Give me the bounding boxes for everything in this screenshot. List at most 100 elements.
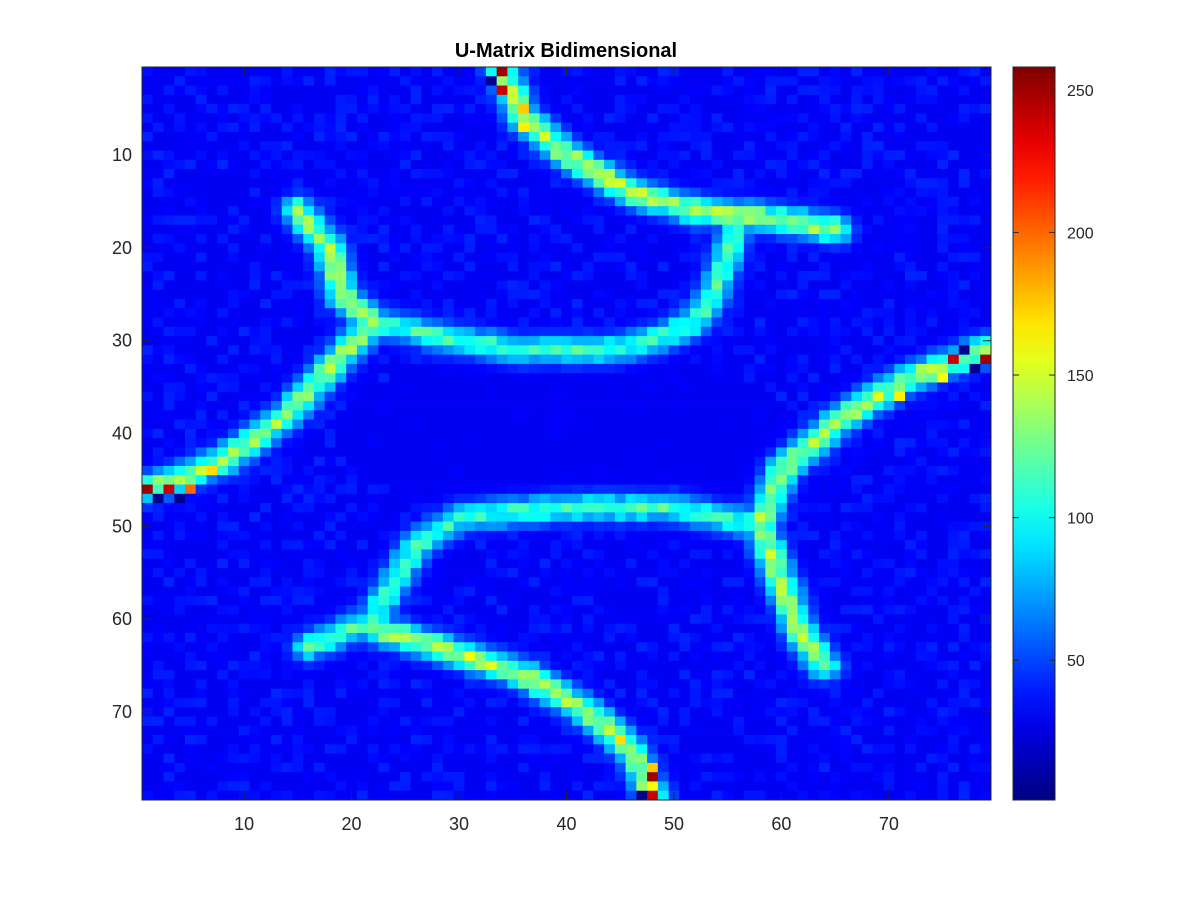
- heatmap-cell: [819, 410, 831, 420]
- heatmap-cell: [270, 243, 283, 253]
- heatmap-cell: [915, 104, 927, 114]
- heatmap-cell: [851, 113, 863, 124]
- heatmap-cell: [711, 614, 723, 625]
- heatmap-cell: [690, 169, 702, 179]
- heatmap-cell: [453, 363, 465, 374]
- heatmap-cell: [528, 187, 541, 198]
- heatmap-cell: [292, 632, 304, 643]
- heatmap-cell: [582, 280, 594, 291]
- heatmap-cell: [270, 456, 283, 467]
- heatmap-cell: [281, 169, 293, 179]
- heatmap-cell: [561, 354, 573, 365]
- heatmap-cell: [840, 261, 852, 272]
- heatmap-cell: [432, 614, 444, 625]
- heatmap-cell: [593, 558, 605, 569]
- heatmap-cell: [797, 243, 809, 253]
- heatmap-cell: [840, 568, 852, 578]
- heatmap-cell: [550, 595, 562, 606]
- heatmap-cell: [862, 261, 874, 272]
- heatmap-cell: [657, 122, 669, 133]
- heatmap-cell: [313, 298, 326, 309]
- heatmap-cell: [378, 614, 390, 625]
- heatmap-cell: [614, 131, 627, 142]
- heatmap-cell: [636, 475, 648, 485]
- heatmap-cell: [270, 632, 283, 643]
- heatmap-cell: [550, 298, 562, 309]
- heatmap-cell: [227, 614, 240, 625]
- heatmap-cell: [539, 447, 551, 458]
- heatmap-cell: [550, 410, 562, 420]
- heatmap-cell: [614, 540, 627, 550]
- heatmap-cell: [550, 623, 562, 634]
- heatmap-cell: [421, 540, 433, 550]
- heatmap-cell: [475, 354, 487, 365]
- heatmap-cell: [163, 113, 175, 124]
- heatmap-cell: [367, 345, 379, 356]
- heatmap-cell: [582, 521, 594, 532]
- heatmap-cell: [528, 85, 541, 96]
- heatmap-cell: [679, 428, 691, 439]
- heatmap-cell: [550, 586, 562, 597]
- heatmap-cell: [249, 558, 261, 569]
- heatmap-cell: [980, 512, 992, 523]
- heatmap-cell: [722, 169, 734, 179]
- heatmap-cell: [142, 382, 154, 393]
- heatmap-cell: [862, 530, 874, 541]
- heatmap-cell: [883, 187, 895, 198]
- heatmap-cell: [174, 187, 186, 198]
- heatmap-cell: [894, 512, 906, 523]
- heatmap-cell: [786, 632, 798, 643]
- heatmap-cell: [410, 401, 422, 411]
- heatmap-cell: [464, 475, 476, 485]
- heatmap-cell: [915, 512, 927, 523]
- heatmap-cell: [163, 605, 175, 615]
- heatmap-cell: [905, 605, 917, 615]
- heatmap-cell: [270, 521, 283, 532]
- heatmap-cell: [260, 595, 272, 606]
- heatmap-cell: [260, 493, 272, 504]
- heatmap-cell: [174, 243, 186, 253]
- heatmap-cell: [238, 493, 250, 504]
- heatmap-cell: [754, 94, 766, 105]
- heatmap-cell: [292, 401, 304, 411]
- heatmap-cell: [840, 131, 852, 142]
- heatmap-cell: [399, 271, 412, 281]
- heatmap-cell: [238, 373, 250, 383]
- heatmap-cell: [518, 336, 530, 346]
- heatmap-cell: [389, 215, 401, 226]
- heatmap-cell: [142, 623, 154, 634]
- heatmap-cell: [571, 419, 584, 430]
- heatmap-cell: [475, 447, 487, 458]
- heatmap-cell: [872, 94, 884, 105]
- heatmap-cell: [174, 614, 186, 625]
- heatmap-cell: [281, 131, 293, 142]
- heatmap-cell: [174, 521, 186, 532]
- heatmap-cell: [496, 530, 508, 541]
- heatmap-cell: [485, 187, 498, 198]
- heatmap-cell: [249, 85, 261, 96]
- heatmap-cell: [776, 401, 788, 411]
- heatmap-cell: [238, 484, 250, 495]
- heatmap-cell: [142, 503, 154, 513]
- heatmap-cell: [292, 252, 304, 263]
- heatmap-cell: [604, 261, 616, 272]
- heatmap-cell: [442, 159, 455, 170]
- heatmap-cell: [356, 382, 369, 393]
- heatmap-cell: [808, 150, 820, 161]
- heatmap-cell: [356, 642, 369, 652]
- heatmap-cell: [905, 595, 917, 606]
- heatmap-cell: [518, 113, 530, 124]
- heatmap-cell: [872, 391, 884, 402]
- heatmap-cell: [862, 354, 874, 365]
- heatmap-cell: [711, 382, 723, 393]
- heatmap-cell: [303, 475, 315, 485]
- heatmap-cell: [518, 141, 530, 151]
- heatmap-cell: [905, 614, 917, 625]
- heatmap-cell: [700, 503, 712, 513]
- heatmap-cell: [614, 215, 627, 226]
- heatmap-cell: [851, 447, 863, 458]
- heatmap-cell: [647, 76, 659, 86]
- heatmap-cell: [765, 632, 777, 643]
- heatmap-cell: [335, 642, 347, 652]
- heatmap-cell: [840, 234, 852, 244]
